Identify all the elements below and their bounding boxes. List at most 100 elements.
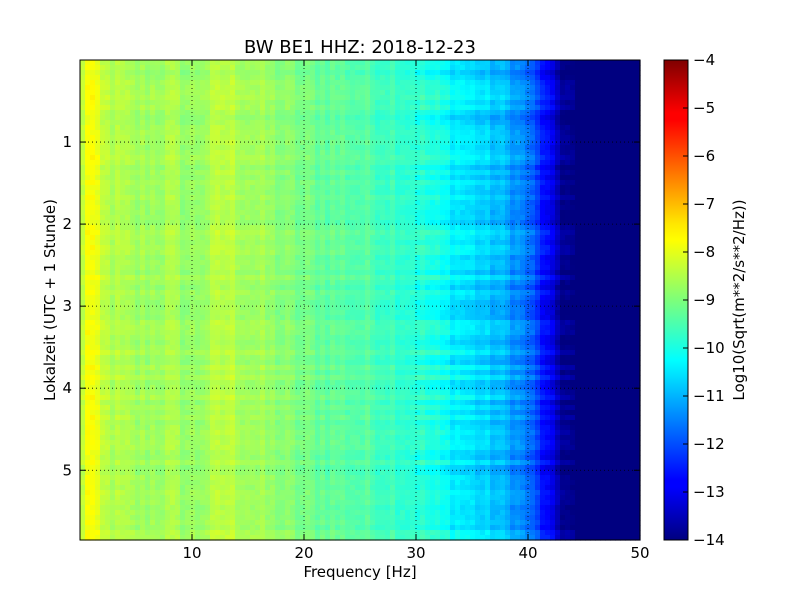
- heatmap-cell: [385, 160, 391, 166]
- heatmap-cell: [320, 205, 326, 211]
- heatmap-cell: [110, 205, 116, 211]
- heatmap-cell: [440, 255, 446, 261]
- heatmap-cell: [285, 235, 291, 241]
- heatmap-cell: [595, 155, 601, 161]
- heatmap-cell: [280, 100, 286, 106]
- heatmap-cell: [410, 210, 416, 216]
- heatmap-cell: [410, 135, 416, 141]
- heatmap-cell: [575, 105, 581, 111]
- heatmap-cell: [225, 170, 231, 176]
- heatmap-cell: [505, 235, 511, 241]
- heatmap-cell: [185, 115, 191, 121]
- heatmap-cell: [195, 140, 201, 146]
- heatmap-cell: [85, 70, 91, 76]
- heatmap-cell: [435, 70, 441, 76]
- heatmap-cell: [195, 225, 201, 231]
- heatmap-cell: [620, 195, 626, 201]
- heatmap-cell: [240, 270, 246, 276]
- heatmap-cell: [260, 260, 266, 266]
- heatmap-cell: [105, 190, 111, 196]
- heatmap-cell: [405, 220, 411, 226]
- heatmap-cell: [445, 65, 451, 71]
- heatmap-cell: [275, 180, 281, 186]
- heatmap-cell: [265, 80, 271, 86]
- heatmap-cell: [480, 165, 486, 171]
- heatmap-cell: [365, 135, 371, 141]
- heatmap-cell: [565, 180, 571, 186]
- heatmap-cell: [280, 245, 286, 251]
- heatmap-cell: [125, 60, 131, 66]
- heatmap-cell: [570, 80, 576, 86]
- heatmap-cell: [540, 90, 546, 96]
- heatmap-cell: [400, 240, 406, 246]
- heatmap-cell: [410, 190, 416, 196]
- heatmap-cell: [485, 180, 491, 186]
- heatmap-cell: [295, 80, 301, 86]
- heatmap-cell: [340, 195, 346, 201]
- heatmap-cell: [415, 75, 421, 81]
- heatmap-cell: [375, 210, 381, 216]
- heatmap-cell: [345, 245, 351, 251]
- heatmap-cell: [575, 175, 581, 181]
- heatmap-cell: [175, 165, 181, 171]
- heatmap-cell: [345, 135, 351, 141]
- heatmap-cell: [355, 135, 361, 141]
- heatmap-cell: [100, 65, 106, 71]
- heatmap-cell: [425, 95, 431, 101]
- heatmap-cell: [440, 75, 446, 81]
- heatmap-cell: [235, 110, 241, 116]
- heatmap-cell: [295, 75, 301, 81]
- heatmap-cell: [565, 170, 571, 176]
- heatmap-cell: [215, 105, 221, 111]
- heatmap-cell: [395, 135, 401, 141]
- heatmap-cell: [475, 140, 481, 146]
- heatmap-cell: [280, 105, 286, 111]
- heatmap-cell: [530, 260, 536, 266]
- heatmap-cell: [185, 155, 191, 161]
- heatmap-cell: [575, 185, 581, 191]
- heatmap-cell: [125, 95, 131, 101]
- heatmap-cell: [160, 60, 166, 66]
- heatmap-cell: [295, 60, 301, 66]
- heatmap-cell: [395, 95, 401, 101]
- heatmap-cell: [455, 250, 461, 256]
- heatmap-cell: [470, 155, 476, 161]
- heatmap-cell: [255, 105, 261, 111]
- heatmap-cell: [420, 255, 426, 261]
- heatmap-cell: [145, 270, 151, 276]
- heatmap-cell: [200, 135, 206, 141]
- heatmap-cell: [615, 100, 621, 106]
- heatmap-cell: [555, 140, 561, 146]
- heatmap-cell: [215, 100, 221, 106]
- heatmap-cell: [620, 115, 626, 121]
- heatmap-cell: [95, 265, 101, 271]
- heatmap-cell: [610, 185, 616, 191]
- heatmap-cell: [85, 230, 91, 236]
- heatmap-cell: [175, 140, 181, 146]
- heatmap-cell: [300, 85, 306, 91]
- heatmap-cell: [135, 205, 141, 211]
- heatmap-cell: [110, 160, 116, 166]
- heatmap-cell: [315, 85, 321, 91]
- heatmap-cell: [460, 85, 466, 91]
- heatmap-cell: [520, 240, 526, 246]
- heatmap-cell: [200, 200, 206, 206]
- heatmap-cell: [525, 100, 531, 106]
- heatmap-cell: [320, 85, 326, 91]
- heatmap-cell: [355, 215, 361, 221]
- heatmap-cell: [575, 70, 581, 76]
- heatmap-cell: [105, 220, 111, 226]
- heatmap-cell: [335, 245, 341, 251]
- heatmap-cell: [600, 275, 606, 281]
- heatmap-cell: [145, 195, 151, 201]
- heatmap-cell: [315, 265, 321, 271]
- heatmap-cell: [315, 280, 321, 286]
- heatmap-cell: [150, 135, 156, 141]
- heatmap-cell: [175, 60, 181, 66]
- heatmap-cell: [110, 130, 116, 136]
- heatmap-cell: [140, 115, 146, 121]
- heatmap-cell: [380, 250, 386, 256]
- heatmap-cell: [180, 120, 186, 126]
- heatmap-cell: [560, 90, 566, 96]
- heatmap-cell: [540, 200, 546, 206]
